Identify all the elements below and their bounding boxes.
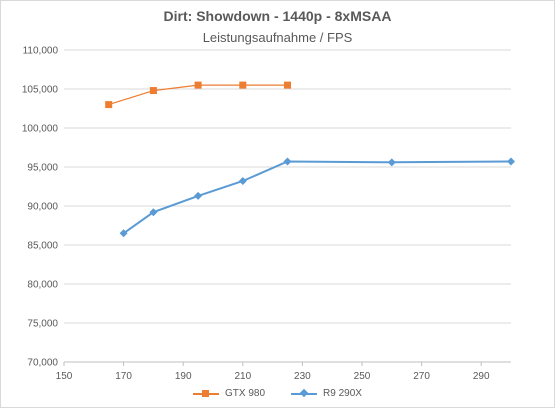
y-tick-label: 75,000 — [27, 319, 58, 330]
legend-item-r9-290x: R9 290X — [291, 388, 362, 399]
x-tick-label: 190 — [175, 371, 192, 382]
data-point-r9-290x — [194, 191, 203, 200]
x-tick-label: 210 — [234, 371, 251, 382]
data-point-gtx-980 — [149, 87, 157, 95]
legend: GTX 980 R9 290X — [0, 388, 555, 399]
square-marker-icon — [193, 389, 220, 398]
data-point-gtx-980 — [284, 81, 291, 89]
y-tick-label: 100,000 — [22, 124, 59, 135]
data-point-r9-290x — [238, 177, 247, 186]
data-point-r9-290x — [119, 229, 128, 238]
x-tick-label: 270 — [413, 371, 430, 382]
data-point-gtx-980 — [105, 101, 113, 109]
x-tick-label: 250 — [354, 371, 371, 382]
y-tick-label: 95,000 — [27, 163, 58, 174]
y-tick-label: 105,000 — [22, 85, 59, 96]
legend-label-r9-290x: R9 290X — [323, 388, 362, 399]
legend-item-gtx-980: GTX 980 — [193, 388, 265, 399]
legend-label-gtx-980: GTX 980 — [225, 388, 266, 399]
data-point-r9-290x — [283, 157, 292, 166]
x-tick-label: 290 — [473, 371, 490, 382]
data-point-r9-290x — [149, 208, 158, 217]
y-tick-label: 90,000 — [27, 202, 58, 213]
chart-subtitle: Leistungsaufnahme / FPS — [202, 30, 353, 45]
x-tick-label: 230 — [294, 371, 311, 382]
y-tick-label: 110,000 — [23, 46, 59, 57]
x-tick-label: 150 — [56, 371, 73, 382]
series-line-r9-290x — [123, 160, 512, 235]
data-point-gtx-980 — [194, 81, 202, 89]
data-point-r9-290x — [387, 158, 396, 167]
data-point-gtx-980 — [239, 81, 247, 89]
y-tick-label: 80,000 — [27, 280, 58, 291]
y-tick-label: 70,000 — [27, 358, 58, 369]
data-point-r9-290x — [507, 157, 515, 166]
chart-title: Dirt: Showdown - 1440p - 8xMSAA — [163, 8, 392, 24]
y-tick-label: 85,000 — [27, 241, 58, 252]
diamond-marker-icon — [291, 390, 318, 398]
x-tick-label: 170 — [115, 371, 132, 382]
